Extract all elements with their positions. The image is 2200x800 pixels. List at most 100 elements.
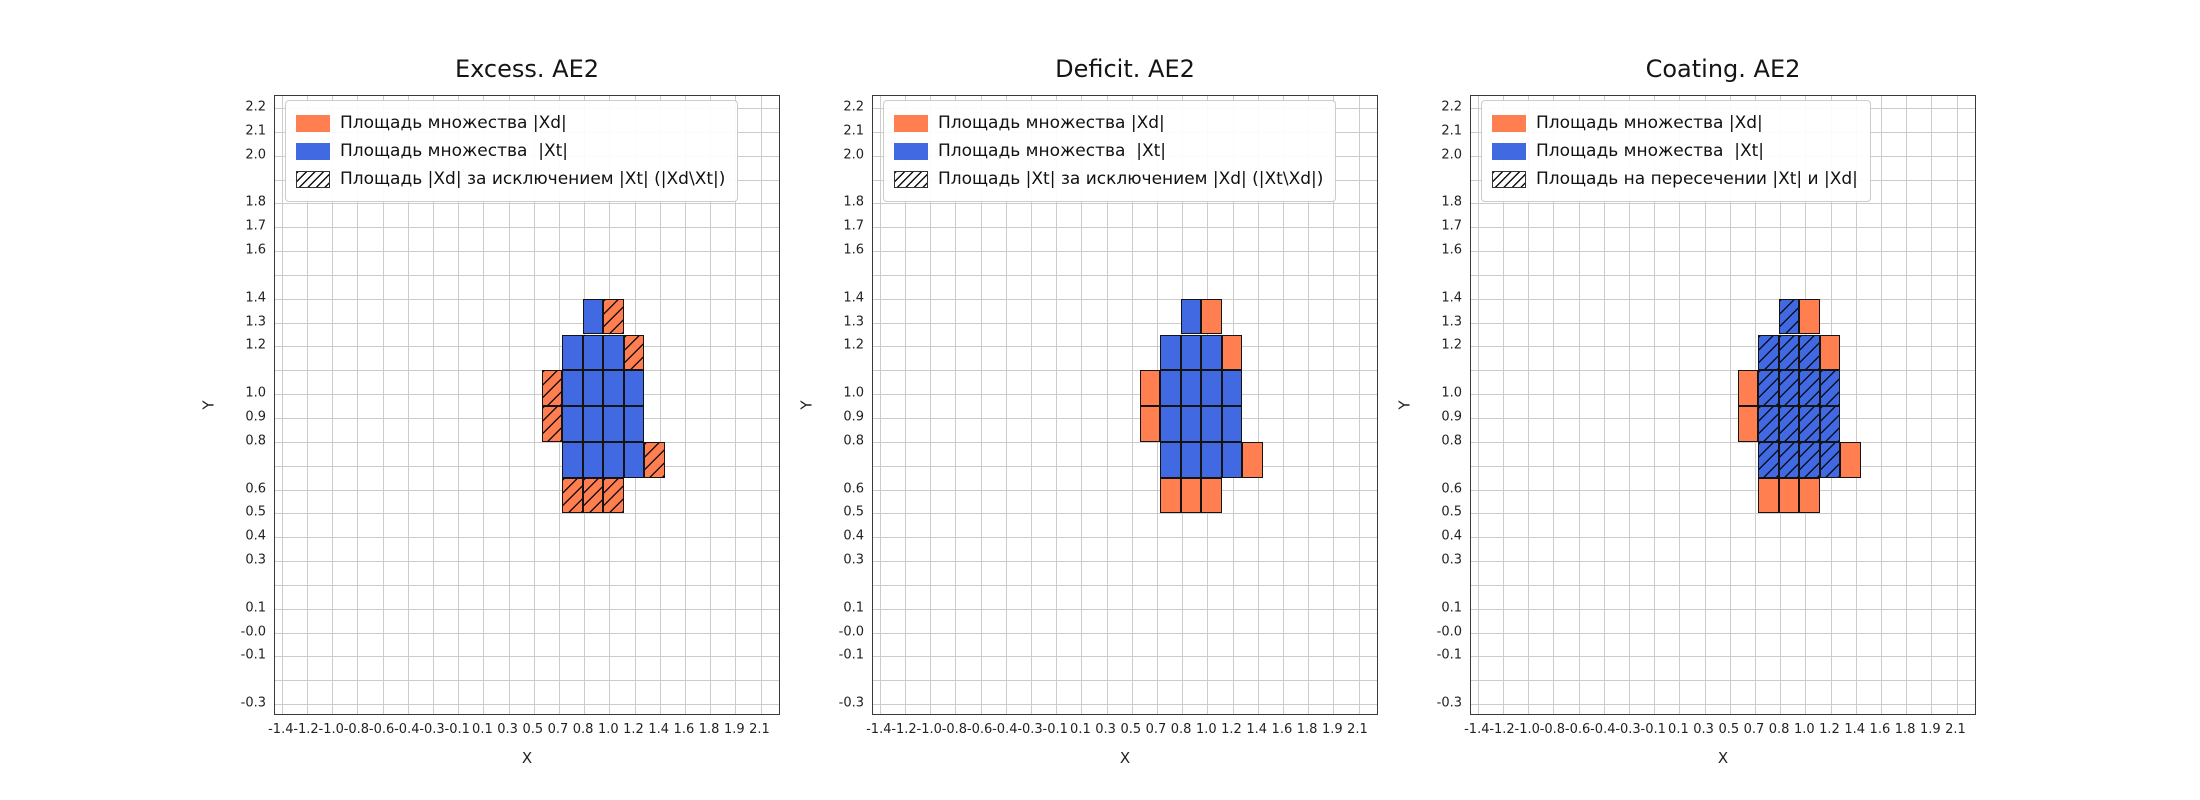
hatch-pattern-swatch	[1492, 170, 1526, 188]
y-tick-label: 2.2	[1441, 99, 1462, 115]
cell-xt	[1221, 406, 1243, 442]
y-tick-label: 0.1	[245, 600, 266, 616]
y-axis-label: Y	[797, 400, 816, 410]
xd-color-swatch	[296, 114, 330, 132]
y-tick-label: 0.1	[1441, 600, 1462, 616]
legend-entry-xt: Площадь множества |Xt|	[1492, 137, 1858, 165]
cell-xt	[1160, 370, 1181, 406]
gridline-h	[873, 704, 1377, 706]
y-tick-label: 0.3	[843, 552, 864, 568]
gridline-v	[1704, 96, 1706, 714]
x-tick-label: -0.4	[992, 722, 1018, 737]
subplot-deficit: Deficit. AE2 Y Площадь множества |Xd| Пл…	[798, 55, 1378, 767]
cell-xt	[1201, 370, 1222, 406]
gridline-v	[1855, 96, 1857, 714]
y-tick-labels: 2.2 2.1 2.0 1.8 1.7 1.6 1.4 1.3 1.2 1.0 0.9 0.8 0.6 0…	[839, 95, 1378, 715]
xt-color-swatch	[296, 142, 330, 160]
x-tick-label: 0.1	[1668, 722, 1689, 737]
gridline-h	[873, 394, 1377, 396]
gridline-h	[1471, 584, 1975, 586]
cell-xd	[1819, 334, 1841, 371]
x-tick-label: -1.4	[1464, 722, 1490, 737]
cell-xt	[582, 334, 604, 371]
legend-entry-xd: Площадь множества |Xd|	[296, 109, 725, 137]
cell-xt	[623, 370, 645, 406]
y-tick-label: 2.1	[1441, 123, 1462, 139]
y-tick-label: 0.6	[843, 481, 864, 496]
x-tick-label: -0.1	[1640, 722, 1666, 737]
cell-xd	[1221, 334, 1243, 371]
cell-xt	[1180, 334, 1202, 371]
y-tick-label: 1.7	[245, 218, 266, 234]
x-tick-label: 1.6	[1271, 722, 1293, 737]
gridline-h	[275, 465, 779, 467]
gridline-v	[905, 96, 906, 714]
hatch-pattern-swatch	[296, 170, 330, 188]
gridline-h	[1471, 346, 1975, 348]
x-tick-label: -0.4	[394, 722, 420, 737]
legend: Площадь множества |Xd| Площадь множества…	[1481, 100, 1871, 202]
legend-entry-hatch: Площадь |Xd| за исключением |Xt| (|Xd\Xt…	[296, 165, 725, 193]
cell-xt	[1201, 441, 1222, 478]
cells-layer	[873, 96, 1377, 714]
gridline-h	[275, 346, 779, 348]
y-tick-label: -0.0	[240, 624, 266, 639]
cell-xt	[562, 334, 583, 371]
cell-xt	[1799, 370, 1820, 406]
gridline-v	[735, 96, 737, 714]
cell-xt	[1778, 406, 1800, 442]
y-tick-label: 0.8	[843, 433, 864, 449]
gridline-h	[275, 298, 779, 300]
plot-title: Coating. AE2	[1645, 55, 1801, 83]
legend-label-xt: Площадь множества |Xt|	[340, 141, 569, 161]
cell-xd	[1201, 298, 1222, 335]
x-tick-label: -0.3	[1017, 722, 1043, 737]
gridline-v	[980, 96, 982, 714]
cell-xt	[1778, 370, 1800, 406]
gridline-h	[1471, 274, 1975, 276]
gridline-h	[873, 489, 1377, 491]
y-tick-label: -0.1	[1436, 647, 1462, 663]
cell-xt	[1180, 298, 1202, 335]
x-tick-labels: -1.4 -1.2 -1.0 -0.8 -0.6 -0.4 -0.3 -0.1 0.1 0.3 0.…	[1464, 715, 1976, 745]
y-tick-label: -0.0	[838, 624, 864, 639]
gridline-v	[458, 96, 460, 714]
gridline-v	[1679, 96, 1681, 714]
gridline-h	[275, 394, 779, 396]
gridline-h	[873, 608, 1377, 610]
cell-xt	[1778, 298, 1800, 335]
y-tick-label: 2.2	[245, 99, 266, 115]
gridline-v	[1131, 96, 1133, 714]
x-tick-label: 1.8	[1296, 722, 1318, 737]
y-tick-label: 1.0	[1441, 385, 1462, 401]
cell-xt	[603, 334, 624, 371]
x-tick-label: -0.3	[419, 722, 445, 737]
cell-xt	[1201, 334, 1222, 371]
x-tick-label: 1.6	[673, 722, 695, 737]
x-tick-label: 2.1	[1347, 722, 1368, 737]
gridline-h	[1471, 370, 1975, 372]
y-tick-label: 1.4	[843, 290, 864, 306]
x-tick-label: 0.3	[1095, 722, 1116, 737]
cell-xt	[1819, 370, 1841, 406]
cell-xt	[603, 406, 624, 442]
y-tick-label: 2.1	[245, 123, 266, 139]
gridline-h	[1471, 632, 1975, 634]
gridline-h	[275, 537, 779, 539]
gridline-h	[275, 274, 779, 276]
gridline-h	[873, 346, 1377, 348]
y-tick-label: 1.7	[1441, 218, 1462, 234]
gridline-h	[873, 274, 1377, 276]
gridline-h	[275, 608, 779, 610]
gridline-h	[275, 203, 779, 205]
cell-xd	[541, 406, 563, 442]
cell-xd	[582, 477, 604, 514]
gridline-h	[873, 584, 1377, 586]
gridline-v	[1729, 96, 1731, 714]
gridline-h	[275, 322, 779, 324]
gridline-h	[275, 680, 779, 682]
x-tick-label: 1.9	[1321, 722, 1343, 737]
gridline-v	[1282, 96, 1284, 714]
gridline-v	[1956, 96, 1958, 714]
legend-label-xd: Площадь множества |Xd|	[938, 113, 1165, 133]
